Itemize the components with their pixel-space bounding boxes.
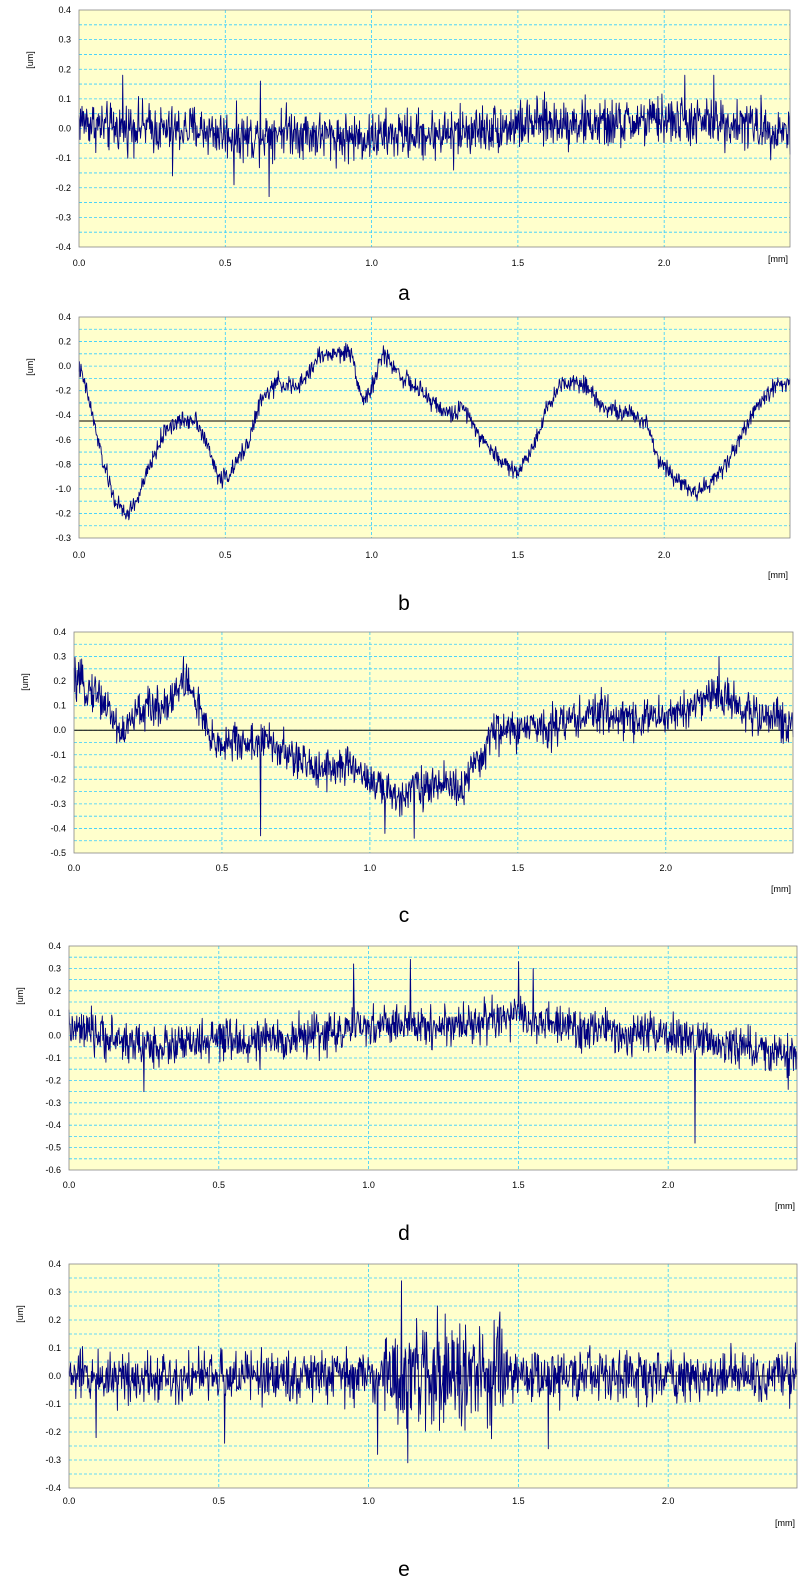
y-tick-label: -0.4 [55, 242, 71, 252]
y-tick-label: 0.2 [58, 64, 71, 74]
y-tick-label: 0.4 [53, 627, 66, 637]
x-tick-label: 1.5 [512, 863, 525, 873]
x-tick-label: 2.0 [660, 863, 673, 873]
y-tick-label: -0.2 [50, 774, 66, 784]
y-tick-label: 0.3 [53, 652, 66, 662]
x-tick-label: 1.5 [512, 550, 525, 560]
y-tick-label: -1.0 [55, 484, 71, 494]
y-tick-label: 0.1 [48, 1343, 61, 1353]
caption-b: b [398, 592, 410, 615]
y-tick-label: 0.2 [48, 986, 61, 996]
y-tick-label: 0.3 [58, 35, 71, 45]
y-tick-label: -0.1 [45, 1399, 61, 1409]
y-tick-label: -0.4 [45, 1483, 61, 1493]
caption-c: c [399, 904, 410, 927]
profile-chart-c: 0.40.30.20.10.0-0.1-0.2-0.3-0.4-0.50.0 0.… [0, 620, 808, 932]
x-tick-label: 2.0 [662, 1496, 675, 1506]
caption-d: d [398, 1222, 410, 1245]
x-tick-label: 2.0 [658, 258, 671, 268]
caption-a: a [398, 282, 410, 305]
y-tick-label: 0.0 [48, 1031, 61, 1041]
x-tick-label: 0.5 [213, 1180, 226, 1190]
y-tick-label: -0.2 [55, 508, 71, 518]
y-tick-label: -0.3 [55, 212, 71, 222]
y-tick-label: 0.1 [48, 1008, 61, 1018]
caption-e: e [398, 1558, 410, 1581]
y-tick-label: 0.0 [58, 124, 71, 134]
x-tick-label: 1.0 [365, 550, 378, 560]
y-tick-label: 0.1 [53, 701, 66, 711]
y-tick-label: -0.6 [45, 1165, 61, 1175]
y-tick-label: -0.2 [45, 1427, 61, 1437]
y-tick-label: 0.1 [58, 94, 71, 104]
y-tick-label: -0.1 [55, 153, 71, 163]
y-tick-label: -0.3 [45, 1455, 61, 1465]
y-tick-label: 0.4 [58, 312, 71, 322]
x-tick-label: 0.5 [219, 258, 232, 268]
plot-background [69, 946, 797, 1170]
y-axis-unit: [um] [25, 51, 35, 69]
y-tick-label: -0.3 [50, 799, 66, 809]
y-tick-label: 0.2 [58, 337, 71, 347]
profile-chart-d: 0.40.30.20.10.0-0.1-0.2-0.3-0.4-0.5-0.60… [0, 932, 808, 1250]
y-tick-label: 0.3 [48, 1287, 61, 1297]
y-tick-label: -0.4 [45, 1120, 61, 1130]
x-axis-unit: [mm] [771, 884, 791, 894]
y-axis-unit: [um] [25, 358, 35, 376]
profile-chart-e: 0.40.30.20.10.0-0.1-0.2-0.3-0.40.0 0.5 1.0… [0, 1250, 808, 1590]
x-tick-label: 1.0 [362, 1180, 375, 1190]
y-tick-label: 0.2 [53, 676, 66, 686]
y-tick-label: -0.1 [45, 1053, 61, 1063]
y-axis-unit: [um] [15, 1305, 25, 1323]
y-tick-label: 0.4 [58, 5, 71, 15]
x-axis-unit: [mm] [768, 254, 788, 264]
y-axis-unit: [um] [15, 987, 25, 1005]
profile-chart-b: 0.40.20.0-0.2-0.4-0.6-0.8-1.0-0.2-0.30.0… [0, 310, 808, 620]
y-tick-label: -0.5 [45, 1143, 61, 1153]
y-tick-label: 0.0 [53, 725, 66, 735]
y-tick-label: -0.4 [55, 410, 71, 420]
y-tick-label: 0.2 [48, 1315, 61, 1325]
x-tick-label: 1.5 [512, 1180, 525, 1190]
profile-chart-a: 0.40.30.20.10.0-0.1-0.2-0.3-0.40.0 0.5 1.0… [0, 0, 808, 310]
x-axis-unit: [mm] [775, 1201, 795, 1211]
x-tick-label: 0.5 [216, 863, 229, 873]
y-tick-label: 0.3 [48, 963, 61, 973]
x-tick-label: 1.5 [512, 258, 525, 268]
y-tick-label: -0.1 [50, 750, 66, 760]
x-tick-label: 1.0 [364, 863, 377, 873]
y-tick-label: -0.8 [55, 459, 71, 469]
x-tick-label: 0.5 [219, 550, 232, 560]
y-tick-label: 0.4 [48, 941, 61, 951]
x-tick-label: 0.0 [68, 863, 81, 873]
y-tick-label: -0.5 [50, 848, 66, 858]
x-tick-label: 0.0 [63, 1180, 76, 1190]
x-tick-label: 0.0 [73, 550, 86, 560]
x-axis-unit: [mm] [768, 570, 788, 580]
x-axis-unit: [mm] [775, 1518, 795, 1528]
x-tick-label: 2.0 [662, 1180, 675, 1190]
y-tick-label: -0.6 [55, 435, 71, 445]
y-tick-label: 0.4 [48, 1259, 61, 1269]
x-tick-label: 0.0 [73, 258, 86, 268]
y-tick-label: -0.3 [55, 533, 71, 543]
y-tick-label: 0.0 [58, 361, 71, 371]
y-axis-unit: [um] [20, 673, 30, 691]
x-tick-label: 1.0 [362, 1496, 375, 1506]
y-tick-label: -0.4 [50, 823, 66, 833]
x-tick-label: 2.0 [658, 550, 671, 560]
y-tick-label: -0.2 [45, 1075, 61, 1085]
y-tick-label: -0.2 [55, 183, 71, 193]
y-tick-label: 0.0 [48, 1371, 61, 1381]
x-tick-label: 0.0 [63, 1496, 76, 1506]
x-tick-label: 1.5 [512, 1496, 525, 1506]
x-tick-label: 0.5 [213, 1496, 226, 1506]
x-tick-label: 1.0 [365, 258, 378, 268]
y-tick-label: -0.3 [45, 1098, 61, 1108]
y-tick-label: -0.2 [55, 386, 71, 396]
